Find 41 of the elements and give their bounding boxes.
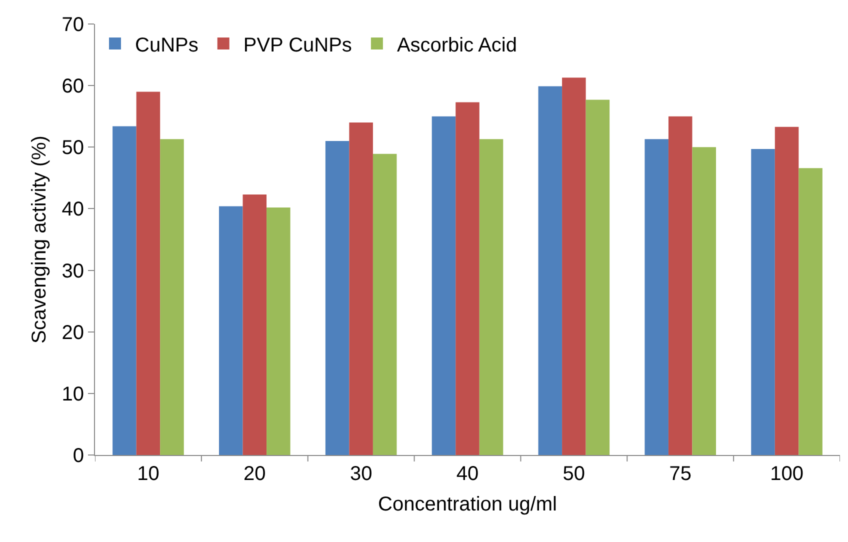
y-tick-label: 30: [62, 260, 84, 282]
bar: [136, 92, 160, 455]
x-tick-label: 50: [562, 463, 586, 485]
bar: [586, 100, 610, 455]
bar: [242, 194, 267, 455]
bar: [538, 86, 562, 455]
bar: [456, 102, 480, 455]
bar: [218, 206, 243, 455]
bar: [112, 126, 136, 455]
bar: [751, 148, 775, 455]
bar: [372, 154, 397, 455]
bar: [774, 126, 799, 455]
bar: [562, 78, 586, 455]
x-tick-label: 20: [244, 463, 266, 485]
bar: [349, 122, 373, 455]
x-tick-label: 100: [770, 463, 804, 485]
y-tick-label: 50: [62, 137, 84, 160]
bar: [266, 207, 290, 455]
bar: [644, 139, 668, 455]
bar: [692, 147, 716, 455]
bar: [325, 140, 350, 455]
y-tick-label: 10: [62, 383, 84, 406]
y-tick-label: 20: [62, 322, 84, 344]
bar: [160, 139, 184, 455]
bar: [432, 116, 456, 455]
legend-label: Ascorbic Acid: [396, 34, 517, 56]
y-tick-label: 70: [62, 14, 84, 36]
bar: [798, 168, 822, 455]
legend-label: PVP CuNPs: [243, 34, 352, 56]
x-tick-label: 40: [456, 463, 479, 485]
y-axis-title: Scavenging activity (%): [28, 136, 50, 344]
x-axis-title: Concentration ug/ml: [378, 494, 557, 516]
y-tick-label: 60: [62, 76, 84, 98]
bar: [479, 139, 504, 455]
y-tick-label: 0: [72, 445, 84, 467]
x-tick-label: 10: [137, 463, 160, 485]
bar: [668, 116, 692, 455]
legend-label: CuNPs: [135, 34, 198, 56]
x-tick-label: 75: [669, 463, 692, 485]
y-tick-label: 40: [62, 198, 84, 221]
x-tick-label: 30: [350, 463, 372, 485]
